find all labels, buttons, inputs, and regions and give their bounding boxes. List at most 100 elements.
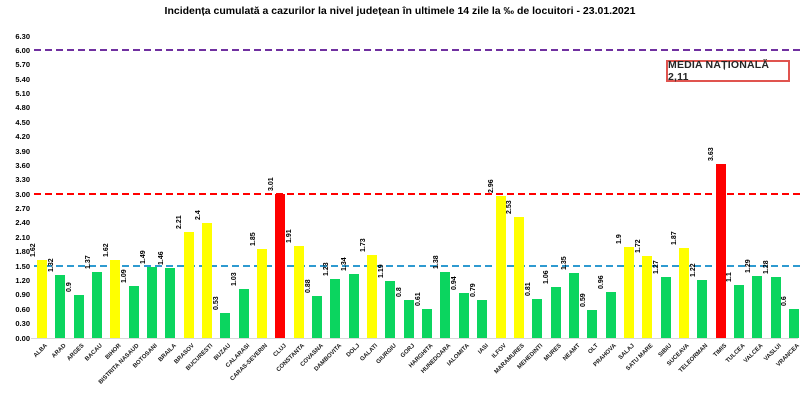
bar-value-label: 1.49 [139,249,147,264]
bar-value-label: 1.09 [121,269,129,283]
bar-value-label: 0.8 [396,286,404,297]
bar-sibiu [660,277,671,338]
bar-prahova [605,291,616,338]
bar-value-label: 1.91 [286,229,294,244]
bar-value-label: 1.29 [744,259,752,274]
bar-value-label: 1.34 [341,257,349,271]
y-axis-tick-label: 0.00 [15,333,30,343]
reference-line-upper-threshold [34,49,800,52]
bar-satu-mare [642,255,653,338]
bar-tulcea [733,285,744,338]
bar-calarasi [238,288,249,338]
bar-value-label: 1.38 [432,255,440,269]
bar-mehedinti [532,299,543,338]
bar-value-label: 1.1 [726,272,734,283]
bar-suceava [678,248,689,338]
y-axis-tick-label: 3.30 [15,175,30,185]
x-axis-baseline [31,338,798,339]
bar-value-label: 0.53 [212,295,220,310]
bar-salaj [623,246,634,338]
bar-maramures [513,216,524,338]
bar-value-label: 1.23 [322,262,330,277]
x-axis-label: ARGES [66,343,86,363]
bar-hunedoara [440,271,451,338]
y-axis-tick-label: 5.10 [15,89,30,99]
bar-constanta [293,246,304,338]
bar-covasna [312,295,323,338]
y-axis-tick-label: 6.00 [15,45,30,55]
y-axis-tick-label: 4.20 [15,132,30,142]
bar-value-label: 0.9 [66,282,74,292]
x-axis-label: CLUJ [272,343,288,359]
y-axis-tick-label: 3.00 [15,189,30,199]
x-axis-label: IASI [476,343,490,356]
bar-mures [550,287,561,338]
bar-value-label: 1.27 [653,260,661,275]
bar-value-label: 1.87 [671,231,679,246]
bar-value-label: 1.37 [84,255,92,270]
y-axis-tick-label: 4.50 [15,117,30,127]
y-axis-tick-label: 6.30 [15,31,30,41]
bar-value-label: 1.9 [616,234,624,244]
bar-galati [367,255,378,338]
y-axis-tick-label: 3.90 [15,146,30,156]
bar-value-label: 1.03 [231,272,239,286]
bar-valcea [752,276,763,338]
bar-value-label: 1.06 [543,270,551,285]
y-axis-tick-label: 2.10 [15,232,30,242]
bar-olt [587,309,598,338]
bar-teleorman [697,279,708,338]
bar-value-label: 0.81 [524,282,532,297]
bar-dambovita [330,279,341,338]
bar-value-label: 0.79 [469,283,477,298]
bar-harghita [422,308,433,338]
x-axis-label: OLT [587,343,600,356]
bar-value-label: 0.96 [598,275,606,289]
y-axis-tick-label: 0.90 [15,290,30,300]
bar-value-label: 2.4 [194,210,202,220]
bar-value-label: 1.35 [561,256,569,271]
x-axis-label: MURES [543,343,563,363]
bar-dolj [348,273,359,338]
bar-value-label: 1.62 [102,243,110,258]
national-average-label: MEDIA NAȚIONALĂ 2,11 [668,59,770,83]
bar-vrancea [788,309,799,338]
bar-buzau [220,312,231,338]
bar-value-label: 1.62 [29,243,37,258]
y-axis-tick-label: 1.50 [15,261,30,271]
bar-giurgiu [385,280,396,338]
y-axis-tick-label: 5.70 [15,60,30,70]
bar-value-label: 3.63 [708,147,716,161]
y-axis-tick-label: 2.40 [15,218,30,228]
bar-bacau [92,272,103,338]
bar-gorj [403,299,414,338]
y-axis-tick-label: 0.60 [15,304,30,314]
x-axis-label: ALBA [33,343,50,360]
bar-value-label: 1.73 [359,238,367,253]
y-axis-tick-label: 5.40 [15,74,30,84]
x-axis-label: TIMIS [712,343,728,359]
y-axis-tick-label: 4.80 [15,103,30,113]
bar-caras-severin [257,249,268,338]
bar-iasi [477,300,488,338]
bar-neamt [568,273,579,338]
bar-arges [73,294,84,338]
bar-value-label: 0.61 [414,292,422,306]
bar-value-label: 2.53 [506,200,514,214]
y-axis-tick-label: 1.20 [15,275,30,285]
bar-value-label: 1.19 [377,264,385,278]
bar-value-label: 0.59 [579,293,587,307]
bar-value-label: 3.01 [267,177,275,191]
bar-brasov [183,232,194,338]
y-axis-tick-label: 0.30 [15,319,30,329]
bar-alba [37,260,47,338]
bar-braila [165,268,176,338]
bar-value-label: 2.96 [488,179,495,194]
bar-value-label: 0.94 [451,276,459,290]
reference-line-yellow-zone-threshold [34,265,800,268]
reference-line-red-zone-threshold [34,193,800,196]
bar-value-label: 1.72 [634,238,642,253]
y-axis-tick-label: 3.60 [15,160,30,170]
bar-value-label: 1.28 [763,260,771,274]
